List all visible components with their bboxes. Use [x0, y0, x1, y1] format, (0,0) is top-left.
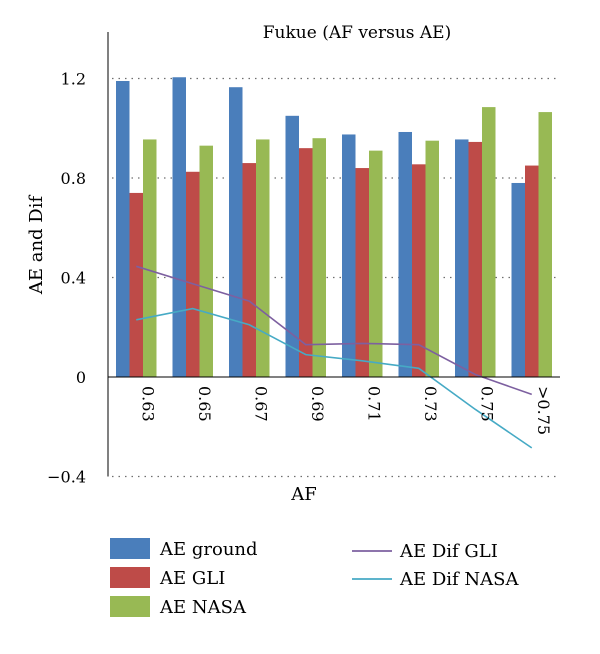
bar-ae-nasa	[538, 112, 552, 378]
bar-ae-nasa	[143, 139, 157, 377]
x-tick-label: 0.73	[421, 386, 440, 422]
bar-ae-gli	[129, 192, 143, 377]
legend-swatch	[110, 567, 150, 588]
x-tick-label: 0.71	[364, 386, 383, 422]
bar-ae-gli	[525, 165, 539, 377]
y-tick-label: 0.4	[61, 269, 86, 288]
x-tick-label: 0.69	[308, 386, 327, 422]
bar-ae-nasa	[256, 139, 270, 377]
x-tick-label: 0.63	[138, 386, 157, 422]
bar-ae-nasa	[312, 138, 326, 377]
y-tick-label: 1.2	[61, 70, 86, 89]
legend-label: AE Dif GLI	[399, 541, 498, 562]
bar-ae-gli	[355, 168, 369, 377]
y-tick-label: 0.8	[61, 169, 86, 188]
bar-ae-gli	[468, 141, 482, 377]
y-tick-label: 0	[76, 368, 86, 387]
legend-swatch	[110, 538, 150, 559]
bar-ae-ground	[116, 80, 130, 378]
bar-ae-nasa	[199, 145, 213, 377]
x-tick-label: 0.65	[195, 386, 214, 422]
bar-ae-nasa	[369, 150, 383, 377]
line-ae-dif-gli	[136, 265, 533, 396]
bars	[116, 77, 552, 378]
bar-ae-ground	[398, 131, 412, 377]
bar-ae-gli	[186, 171, 200, 377]
legend-label: AE GLI	[159, 568, 225, 589]
y-tick-label: −0.4	[47, 468, 86, 487]
bar-ae-ground	[511, 182, 525, 377]
bar-ae-ground	[285, 115, 299, 377]
chart-title: Fukue (AF versus AE)	[263, 23, 451, 43]
legend: AE ground AE GLI AE NASA AE Dif GLI AE Dif N…	[110, 538, 520, 618]
legend-swatch	[110, 596, 150, 617]
bar-ae-gli	[412, 164, 426, 377]
bar-ae-gli	[242, 163, 256, 377]
x-tick-label: 0.75	[477, 386, 496, 422]
legend-label: AE NASA	[159, 597, 247, 618]
bar-ae-ground	[229, 87, 243, 378]
series-lines	[136, 265, 533, 449]
line-ae-dif-nasa	[136, 307, 533, 449]
legend-label: AE ground	[159, 539, 258, 560]
y-axis-title: AE and Dif	[26, 195, 47, 296]
bar-ae-ground	[342, 134, 356, 377]
bar-ae-ground	[455, 139, 469, 377]
x-axis-title: AF	[290, 484, 317, 505]
axes: −0.4 0 0.4 0.8 1.2 0.63 0.65 0.67 0.69 0.71 0.73 0.…	[47, 32, 560, 487]
bar-ae-nasa	[482, 107, 496, 377]
bar-ae-nasa	[425, 140, 439, 377]
bar-ae-gli	[299, 148, 313, 377]
bar-ae-ground	[172, 77, 186, 377]
x-tick-label: 0.67	[251, 386, 270, 422]
legend-label: AE Dif NASA	[399, 569, 520, 590]
x-tick-label: >0.75	[534, 386, 553, 435]
